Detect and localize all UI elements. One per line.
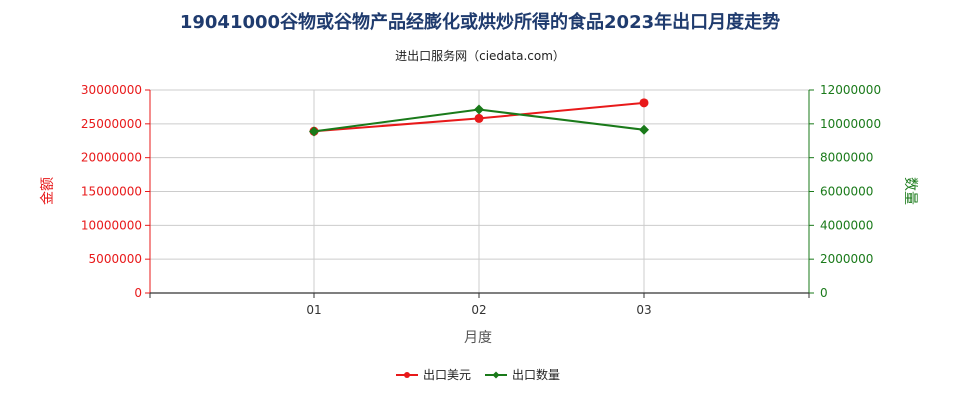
- series-layer: [309, 98, 649, 137]
- y-left-axis-title: 金额: [40, 177, 56, 205]
- y-right-axis-title: 数量: [902, 177, 918, 205]
- grid-layer: [150, 89, 809, 293]
- y-right-tick-label: 2000000: [820, 252, 873, 266]
- y-right-tick-label: 0: [820, 286, 828, 300]
- y-right-tick-label: 10000000: [820, 117, 881, 131]
- y-left-tick-label: 15000000: [81, 185, 142, 199]
- x-axis-title: 月度: [464, 330, 492, 346]
- data-point-usd: [639, 98, 649, 108]
- legend-label: 出口数量: [512, 367, 560, 382]
- y-left-tick-label: 5000000: [89, 252, 142, 266]
- data-point-quantity: [474, 104, 484, 115]
- legend: 出口美元 出口数量: [396, 367, 560, 382]
- y-right-tick-label: 12000000: [820, 83, 881, 97]
- x-tick-label: 03: [636, 303, 651, 317]
- legend-marker-swatch: [492, 371, 500, 379]
- y-right-tick-label: 4000000: [820, 218, 873, 232]
- legend-label: 出口美元: [423, 368, 471, 382]
- y-right-tick-label: 8000000: [820, 151, 873, 165]
- y-left-tick-label: 30000000: [81, 83, 142, 97]
- y-left-tick-label: 20000000: [81, 151, 142, 165]
- y-left-tick-label: 0: [134, 286, 142, 300]
- y-left-tick-label: 25000000: [81, 117, 142, 131]
- x-tick-label: 02: [471, 303, 486, 317]
- axis-layer: 0500000010000000150000002000000025000000…: [81, 83, 881, 317]
- y-left-tick-label: 10000000: [81, 218, 142, 232]
- data-point-usd: [474, 113, 484, 123]
- legend-marker-swatch: [404, 372, 410, 378]
- data-point-quantity: [639, 124, 649, 135]
- y-right-tick-label: 6000000: [820, 185, 873, 199]
- chart-subtitle: 进出口服务网（ciedata.com）: [395, 48, 565, 63]
- data-point-quantity: [309, 126, 319, 137]
- x-tick-label: 01: [306, 303, 321, 317]
- chart-title: 19041000谷物或谷物产品经膨化或烘炒所得的食品2023年出口月度走势: [180, 11, 780, 33]
